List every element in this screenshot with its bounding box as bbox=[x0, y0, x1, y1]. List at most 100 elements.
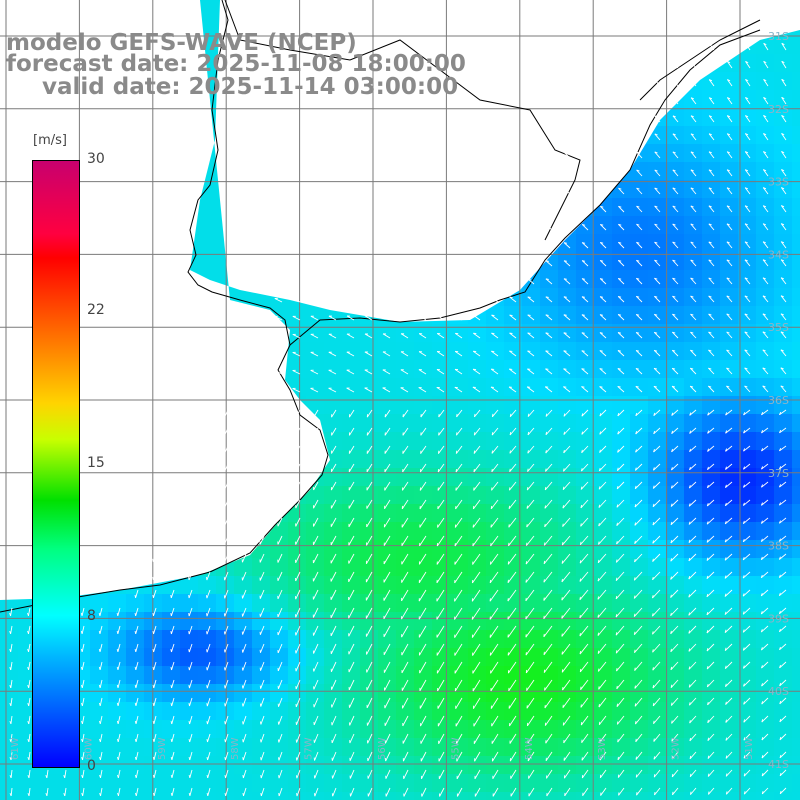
wind-cell bbox=[612, 288, 631, 307]
wind-arrow-head bbox=[582, 97, 586, 100]
wind-arrow bbox=[636, 259, 643, 267]
wind-arrow bbox=[331, 409, 337, 418]
wind-arrow bbox=[581, 260, 589, 267]
wind-cell bbox=[792, 180, 800, 199]
wind-cell bbox=[288, 612, 307, 631]
wind-arrow-head bbox=[653, 449, 655, 453]
wind-arrow bbox=[762, 169, 769, 177]
wind-cell bbox=[720, 666, 739, 685]
wind-cell bbox=[468, 378, 487, 397]
wind-arrow bbox=[473, 715, 481, 727]
wind-arrow bbox=[615, 625, 625, 636]
wind-cell bbox=[558, 774, 577, 793]
wind-arrow bbox=[564, 79, 571, 87]
wind-arrow-head bbox=[116, 684, 119, 689]
wind-arrow-head bbox=[761, 790, 764, 795]
wind-arrow bbox=[490, 535, 499, 547]
wind-arrow-head bbox=[744, 259, 748, 262]
wind-arrow bbox=[471, 625, 481, 638]
wind-cell bbox=[450, 468, 469, 487]
wind-arrow bbox=[456, 427, 463, 436]
wind-arrow bbox=[654, 61, 661, 69]
wind-cell bbox=[612, 558, 631, 577]
wind-arrow bbox=[652, 517, 661, 526]
wind-arrow-head bbox=[724, 611, 727, 615]
wind-arrow bbox=[242, 643, 247, 653]
wind-arrow-head bbox=[597, 596, 600, 600]
wind-arrow-head bbox=[543, 560, 546, 564]
wind-arrow-head bbox=[671, 385, 676, 388]
wind-arrow-head bbox=[725, 430, 728, 434]
wind-arrow bbox=[672, 61, 679, 69]
wind-cell bbox=[630, 252, 649, 271]
wind-arrow bbox=[206, 445, 211, 454]
wind-arrow-head bbox=[600, 260, 604, 262]
wind-arrow-head bbox=[81, 756, 83, 761]
wind-arrow bbox=[259, 571, 265, 581]
wind-arrow-head bbox=[726, 241, 730, 244]
wind-cell bbox=[738, 504, 757, 523]
wind-arrow-head bbox=[188, 649, 190, 653]
wind-arrow bbox=[708, 115, 715, 123]
wind-arrow bbox=[527, 296, 535, 303]
wind-arrow bbox=[597, 625, 607, 636]
wind-arrow-head bbox=[726, 187, 730, 190]
wind-arrow-head bbox=[618, 79, 622, 82]
wind-cell bbox=[504, 432, 523, 451]
wind-cell bbox=[792, 252, 800, 271]
wind-arrow-head bbox=[761, 772, 764, 777]
wind-arrow-head bbox=[134, 720, 137, 725]
wind-arrow bbox=[366, 481, 373, 491]
wind-arrow bbox=[312, 589, 319, 600]
wind-arrow bbox=[364, 351, 373, 357]
wind-cell bbox=[450, 666, 469, 685]
wind-arrow bbox=[779, 733, 787, 741]
wind-cell bbox=[360, 468, 379, 487]
wind-arrow bbox=[726, 331, 733, 339]
wind-arrow-head bbox=[561, 578, 563, 582]
wind-arrow bbox=[672, 259, 679, 267]
wind-arrow bbox=[332, 769, 337, 779]
wind-cell bbox=[504, 792, 523, 800]
wind-arrow-head bbox=[781, 187, 785, 190]
wind-cell bbox=[666, 522, 685, 541]
wind-cell bbox=[18, 756, 37, 775]
wind-arrow-head bbox=[616, 504, 619, 508]
wind-cell bbox=[90, 738, 109, 757]
wind-cell bbox=[126, 792, 145, 800]
wind-arrow bbox=[99, 625, 103, 634]
wind-cell bbox=[558, 270, 577, 289]
wind-arrow bbox=[779, 787, 787, 795]
wind-arrow-head bbox=[224, 792, 227, 797]
wind-cell bbox=[432, 522, 451, 541]
wind-cell bbox=[126, 774, 145, 793]
wind-cell bbox=[360, 684, 379, 703]
wind-arrow bbox=[454, 571, 463, 584]
wind-arrow-head bbox=[688, 702, 691, 706]
wind-arrow bbox=[743, 409, 751, 416]
wind-arrow bbox=[618, 79, 625, 87]
wind-arrow bbox=[563, 188, 571, 195]
wind-arrow bbox=[171, 751, 175, 761]
wind-cell bbox=[342, 630, 361, 649]
wind-cell bbox=[774, 198, 793, 217]
wind-arrow bbox=[636, 97, 643, 105]
wind-arrow-head bbox=[99, 738, 101, 743]
wind-arrow-head bbox=[708, 385, 712, 388]
wind-cell bbox=[594, 486, 613, 505]
wind-arrow bbox=[10, 733, 13, 743]
wind-arrow bbox=[472, 350, 481, 357]
wind-arrow bbox=[636, 278, 643, 285]
wind-arrow bbox=[581, 278, 589, 285]
wind-arrow bbox=[28, 679, 31, 688]
wind-arrow bbox=[135, 661, 139, 671]
wind-arrow bbox=[310, 297, 319, 303]
wind-arrow-head bbox=[116, 612, 119, 616]
wind-arrow bbox=[708, 241, 715, 249]
wind-cell bbox=[288, 630, 307, 649]
wind-arrow bbox=[206, 643, 211, 653]
longitude-label: 58W bbox=[230, 737, 241, 760]
wind-arrow bbox=[779, 445, 787, 452]
wind-arrow bbox=[348, 463, 355, 473]
wind-arrow bbox=[762, 331, 769, 339]
